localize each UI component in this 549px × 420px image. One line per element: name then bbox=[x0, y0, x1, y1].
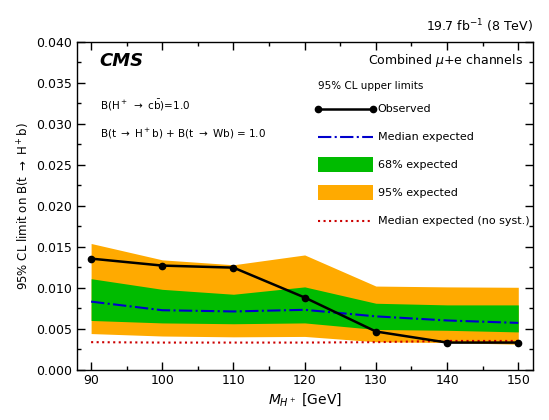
Y-axis label: 95% CL limit on B(t $\rightarrow$ H$^+$b): 95% CL limit on B(t $\rightarrow$ H$^+$b… bbox=[15, 122, 32, 290]
Text: Observed: Observed bbox=[378, 104, 431, 114]
Text: B(t $\rightarrow$ H$^+$b) + B(t $\rightarrow$ Wb) = 1.0: B(t $\rightarrow$ H$^+$b) + B(t $\righta… bbox=[100, 127, 266, 141]
Text: B(H$^+$ $\rightarrow$ c$\bar{\rm b}$)=1.0: B(H$^+$ $\rightarrow$ c$\bar{\rm b}$)=1.… bbox=[100, 98, 190, 113]
Text: Combined $\mu$+e channels: Combined $\mu$+e channels bbox=[368, 52, 523, 69]
Bar bbox=[318, 185, 373, 200]
Text: Median expected (no syst.): Median expected (no syst.) bbox=[378, 215, 529, 226]
X-axis label: $M_{H^+}$ [GeV]: $M_{H^+}$ [GeV] bbox=[268, 391, 341, 408]
Text: CMS: CMS bbox=[100, 52, 144, 70]
Bar bbox=[318, 158, 373, 172]
Text: 68% expected: 68% expected bbox=[378, 160, 457, 170]
Text: 95% CL upper limits: 95% CL upper limits bbox=[318, 81, 424, 91]
Text: 19.7 fb$^{-1}$ (8 TeV): 19.7 fb$^{-1}$ (8 TeV) bbox=[425, 18, 533, 35]
Text: 95% expected: 95% expected bbox=[378, 188, 457, 198]
Text: Median expected: Median expected bbox=[378, 132, 473, 142]
